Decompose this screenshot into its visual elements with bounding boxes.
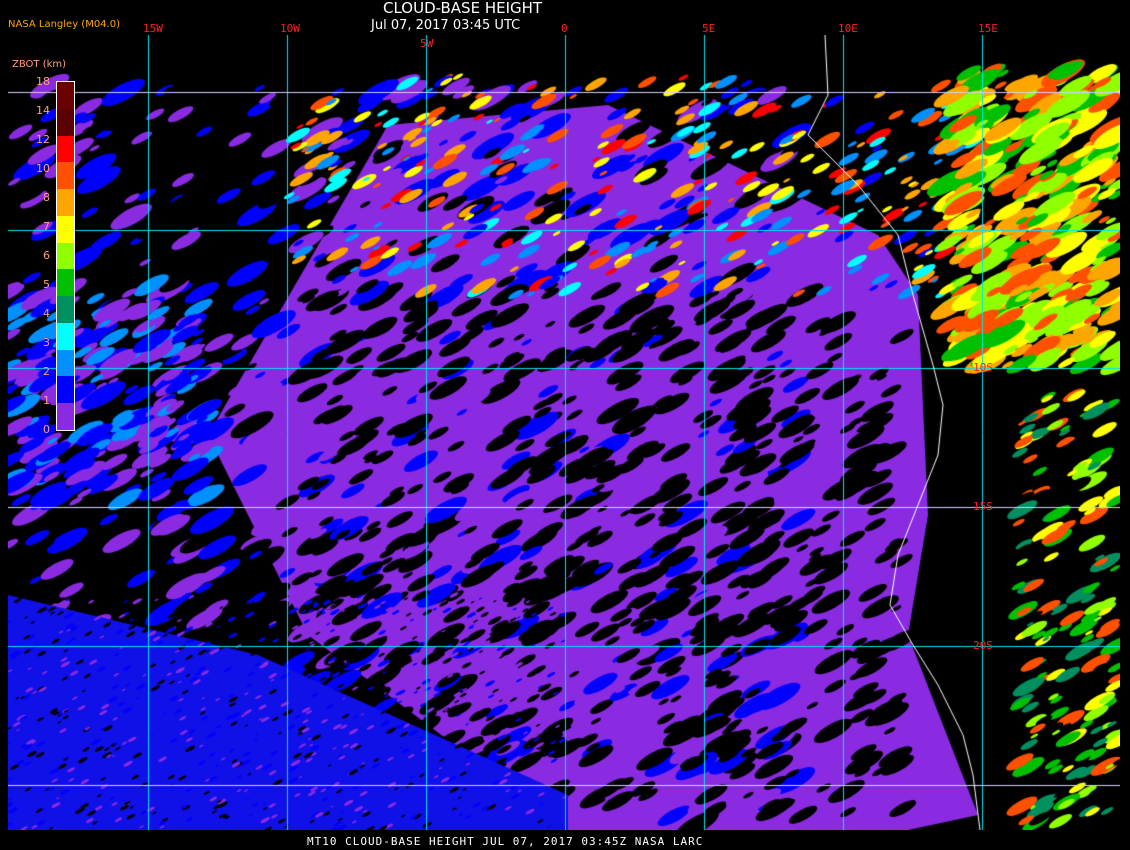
lon-label: 10E	[838, 22, 858, 35]
lat-label: 20S	[973, 639, 993, 652]
lat-label: 15S	[973, 500, 993, 513]
legend-tick-label: 10	[36, 162, 50, 175]
legend-tick-label: 2	[43, 365, 50, 378]
legend-swatch	[57, 269, 74, 297]
legend-swatch	[57, 322, 74, 350]
legend-swatch	[57, 82, 74, 109]
legend-tick-label: 14	[36, 104, 50, 117]
map-timestamp: Jul 07, 2017 03:45 UTC	[371, 18, 521, 33]
footer-caption: MT10 CLOUD-BASE HEIGHT JUL 07, 2017 03:4…	[307, 835, 704, 848]
legend-tick-label: 5	[43, 278, 50, 291]
legend-swatch	[57, 296, 74, 323]
legend-tick-label: 3	[43, 336, 50, 349]
lon-label: 5W	[420, 37, 434, 50]
legend-tick-label: 6	[43, 249, 50, 262]
cloud-base-height-map	[8, 35, 1120, 830]
legend-swatch	[57, 376, 74, 404]
legend-swatch	[57, 403, 74, 430]
lon-label: 5E	[702, 22, 716, 35]
legend-tick-label: 8	[43, 191, 50, 204]
legend-tick-label: 18	[36, 75, 50, 88]
legend-swatch	[57, 135, 74, 163]
lon-label: 15E	[978, 22, 998, 35]
lon-label: 0	[561, 22, 568, 35]
legend-tick-label: 1	[43, 394, 50, 407]
lon-label: 15W	[143, 22, 163, 35]
color-legend-bar	[56, 81, 75, 431]
legend-tick-label: 7	[43, 220, 50, 233]
legend-tick-label: 0	[43, 423, 50, 436]
lat-label: 10S	[973, 361, 993, 374]
legend-tick-label: 12	[36, 133, 50, 146]
legend-swatch	[57, 108, 74, 136]
legend-tick-label: 4	[43, 307, 50, 320]
agency-label: NASA Langley (M04.0)	[8, 19, 120, 30]
legend-swatch	[57, 242, 74, 270]
legend-swatch	[57, 349, 74, 377]
legend-swatch	[57, 162, 74, 190]
legend-title: ZBOT (km)	[12, 59, 67, 70]
legend-swatch	[57, 215, 74, 243]
lon-label: 10W	[280, 22, 300, 35]
map-title: CLOUD-BASE HEIGHT	[383, 0, 543, 17]
legend-swatch	[57, 189, 74, 216]
